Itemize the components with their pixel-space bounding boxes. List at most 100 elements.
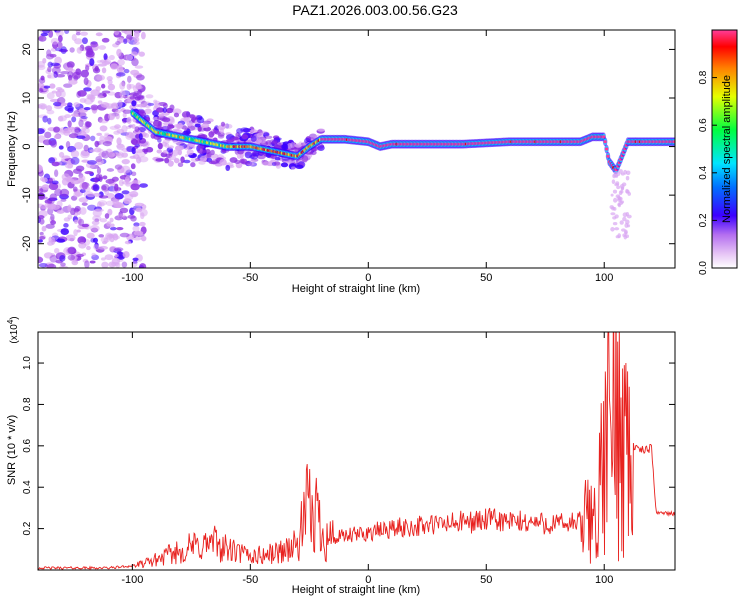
spectrogram-cell (152, 119, 162, 127)
spectrogram-cell (63, 83, 73, 88)
spectrogram-cell (134, 65, 144, 69)
snr-y-tick-label: 0.2 (22, 521, 33, 535)
spectrogram-cell (627, 191, 632, 196)
spectrogram-cell (71, 34, 77, 41)
spectrogram-cell (269, 139, 278, 144)
spectrogram-cell (97, 100, 103, 104)
spectrogram-cell (65, 234, 76, 242)
spectrogram-cell (104, 254, 114, 261)
spectrogram-cell (76, 135, 86, 140)
spectrogram-cell (124, 240, 132, 245)
spectrogram-cell (237, 150, 244, 155)
spectrogram-cell (54, 30, 61, 33)
spectrogram-cell (615, 194, 621, 199)
spectrogram-cell (130, 163, 136, 170)
spectrogram-cell (94, 140, 100, 148)
spectrogram-cell (67, 246, 77, 254)
spectrogram-cell (135, 207, 143, 213)
spectrogram-cell (136, 74, 145, 81)
spectrogram-cell (167, 160, 174, 167)
spectrogram-cell (44, 131, 52, 139)
spectrogram-cell (308, 133, 318, 140)
spectrogram-cell (124, 193, 134, 201)
spectrogram-cell (139, 263, 147, 268)
spectrogram-cell (256, 132, 264, 138)
spectrogram-cell (134, 126, 140, 133)
spectrogram-cell (92, 209, 102, 218)
spectrogram-cell (134, 202, 145, 207)
spectrogram-cell (68, 133, 79, 139)
spectrogram-cell (48, 30, 54, 38)
spectrogram-cell (38, 262, 48, 268)
spectrogram-cell (89, 58, 95, 67)
spectrogram-cell (117, 214, 126, 218)
spectrogram-cell (603, 140, 607, 144)
spectrogram-cell (133, 36, 140, 43)
spectrogram-cell (52, 41, 59, 49)
spectrogram-cell (197, 149, 206, 154)
spectrogram-cell (70, 150, 80, 158)
spectrogram-cell (196, 116, 205, 124)
spectrogram-cell (55, 47, 63, 52)
spectrogram-cell (38, 256, 44, 264)
spectrogram-cell (50, 37, 60, 45)
spectrogram-cell (102, 175, 108, 180)
spectrogram-cell (47, 66, 52, 73)
spectrogram-cell (208, 131, 215, 138)
spectrogram-cell (43, 252, 54, 259)
spectrogram-cell (91, 220, 100, 226)
spectrogram-cell (118, 99, 123, 108)
spectrogram-cell (69, 47, 75, 53)
spectrogram-cell (125, 182, 132, 187)
snr-y-tick-label: 0.6 (22, 438, 33, 452)
spectrogram-cell (98, 234, 105, 238)
spectrogram-cell (208, 160, 218, 165)
snr-y-multiplier-base: (x10 (9, 324, 20, 344)
spectrogram-cell (54, 247, 60, 254)
snr-frame (37, 331, 676, 571)
spectrogram-x-tick-label: 100 (595, 272, 613, 284)
spectrogram-cell (83, 77, 89, 86)
spectrogram-cell (625, 212, 630, 217)
spectrogram-cell (170, 118, 175, 125)
spectrogram-cell (119, 90, 126, 99)
spectrogram-cell (612, 189, 618, 194)
spectrogram-cell (164, 157, 170, 164)
spectrogram-cell (51, 90, 58, 94)
spectrogram-cell (63, 127, 73, 134)
spectrogram-cell (79, 207, 87, 215)
spectrogram-cell (132, 93, 138, 99)
spectrogram-cell (101, 185, 107, 191)
spectrogram-x-tick-label: 0 (365, 272, 371, 284)
spectrogram-cell (317, 145, 325, 151)
spectrogram-cell (75, 30, 81, 34)
spectrogram-cell (158, 113, 164, 118)
spectrogram-cell (108, 234, 114, 238)
spectrogram-cell (614, 183, 620, 187)
spectrogram-cell (317, 128, 325, 132)
spectrogram-cell (71, 116, 77, 123)
spectrogram-cell (244, 151, 253, 159)
colorbar-tick-label: 0.0 (698, 261, 709, 275)
spectrogram-cell (78, 175, 86, 183)
spectrogram-cell (116, 137, 122, 146)
spectrogram-cell (67, 214, 73, 220)
spectrogram-cell (242, 128, 252, 133)
spectrogram-cell (131, 138, 138, 146)
spectrogram-cell (231, 137, 240, 141)
spectrogram-cell (50, 220, 56, 225)
spectrogram-cell (83, 97, 94, 105)
spectrogram-cell (112, 43, 119, 48)
spectrogram-cell (38, 239, 43, 243)
spectrogram-cell (127, 75, 132, 83)
spectrogram-cell (186, 128, 191, 136)
spectrogram-cell (60, 90, 66, 98)
spectrogram-y-tick-label: 10 (21, 92, 33, 104)
spectrogram-cell (105, 178, 115, 184)
spectrogram-x-tick-label: 50 (480, 272, 492, 284)
spectrogram-cell (251, 152, 260, 157)
spectrogram-cell (79, 116, 87, 122)
spectrogram-cell (81, 202, 88, 206)
